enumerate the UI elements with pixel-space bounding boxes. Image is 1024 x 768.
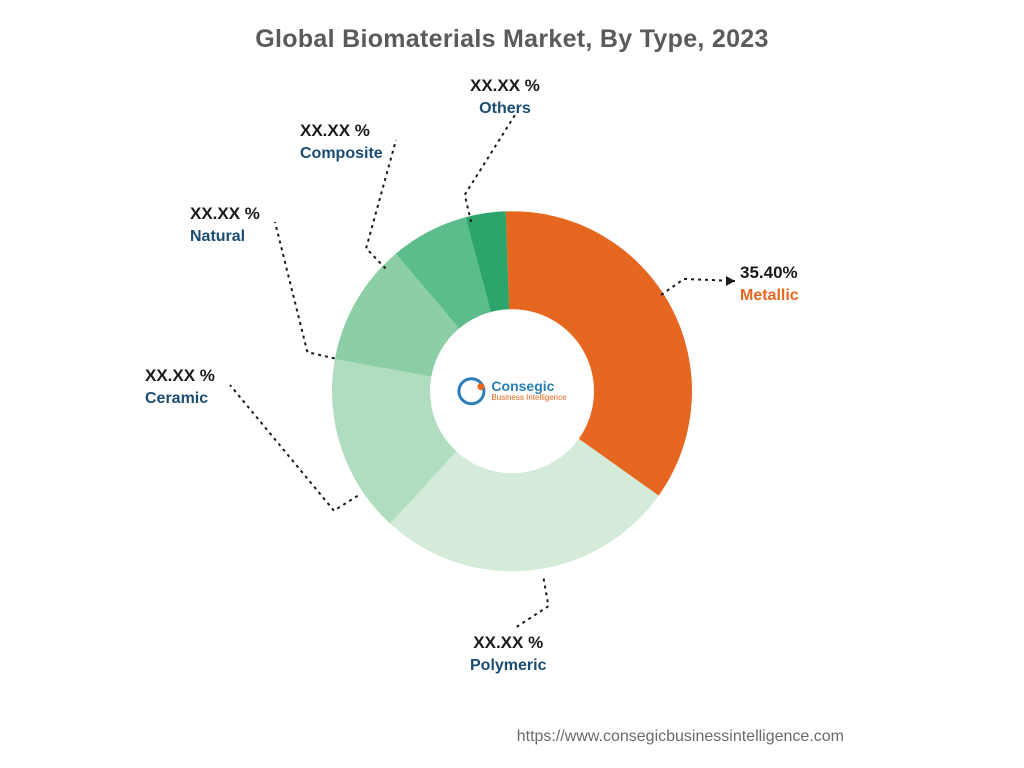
- logo-sub-text: Business Intelligence: [491, 394, 566, 403]
- leader-natural: [275, 222, 335, 358]
- footer-url: https://www.consegicbusinessintelligence…: [517, 728, 844, 746]
- center-logo: Consegic Business Intelligence: [457, 377, 566, 405]
- label-pct-polymeric: XX.XX %: [470, 632, 546, 655]
- leader-others: [465, 115, 515, 222]
- logo-icon: [457, 377, 485, 405]
- chart-title: Global Biomaterials Market, By Type, 202…: [0, 25, 1024, 54]
- label-others: XX.XX %Others: [470, 75, 540, 120]
- label-ceramic: XX.XX %Ceramic: [145, 365, 215, 410]
- label-name-metallic: Metallic: [740, 285, 799, 307]
- label-pct-natural: XX.XX %: [190, 203, 260, 226]
- label-name-natural: Natural: [190, 226, 260, 248]
- leader-polymeric: [515, 579, 548, 628]
- label-name-composite: Composite: [300, 143, 383, 165]
- label-pct-others: XX.XX %: [470, 75, 540, 98]
- label-name-polymeric: Polymeric: [470, 655, 546, 677]
- donut-chart: Consegic Business Intelligence: [332, 211, 692, 571]
- slice-metallic: [506, 211, 692, 495]
- logo-text: Consegic Business Intelligence: [491, 379, 566, 403]
- label-pct-ceramic: XX.XX %: [145, 365, 215, 388]
- label-metallic: 35.40%Metallic: [740, 262, 799, 307]
- label-pct-metallic: 35.40%: [740, 262, 799, 285]
- label-polymeric: XX.XX %Polymeric: [470, 632, 546, 677]
- label-natural: XX.XX %Natural: [190, 203, 260, 248]
- logo-main-text: Consegic: [491, 379, 566, 394]
- label-name-others: Others: [470, 98, 540, 120]
- leader-arrow-metallic: [726, 276, 735, 286]
- label-composite: XX.XX %Composite: [300, 120, 383, 165]
- label-name-ceramic: Ceramic: [145, 388, 215, 410]
- label-pct-composite: XX.XX %: [300, 120, 383, 143]
